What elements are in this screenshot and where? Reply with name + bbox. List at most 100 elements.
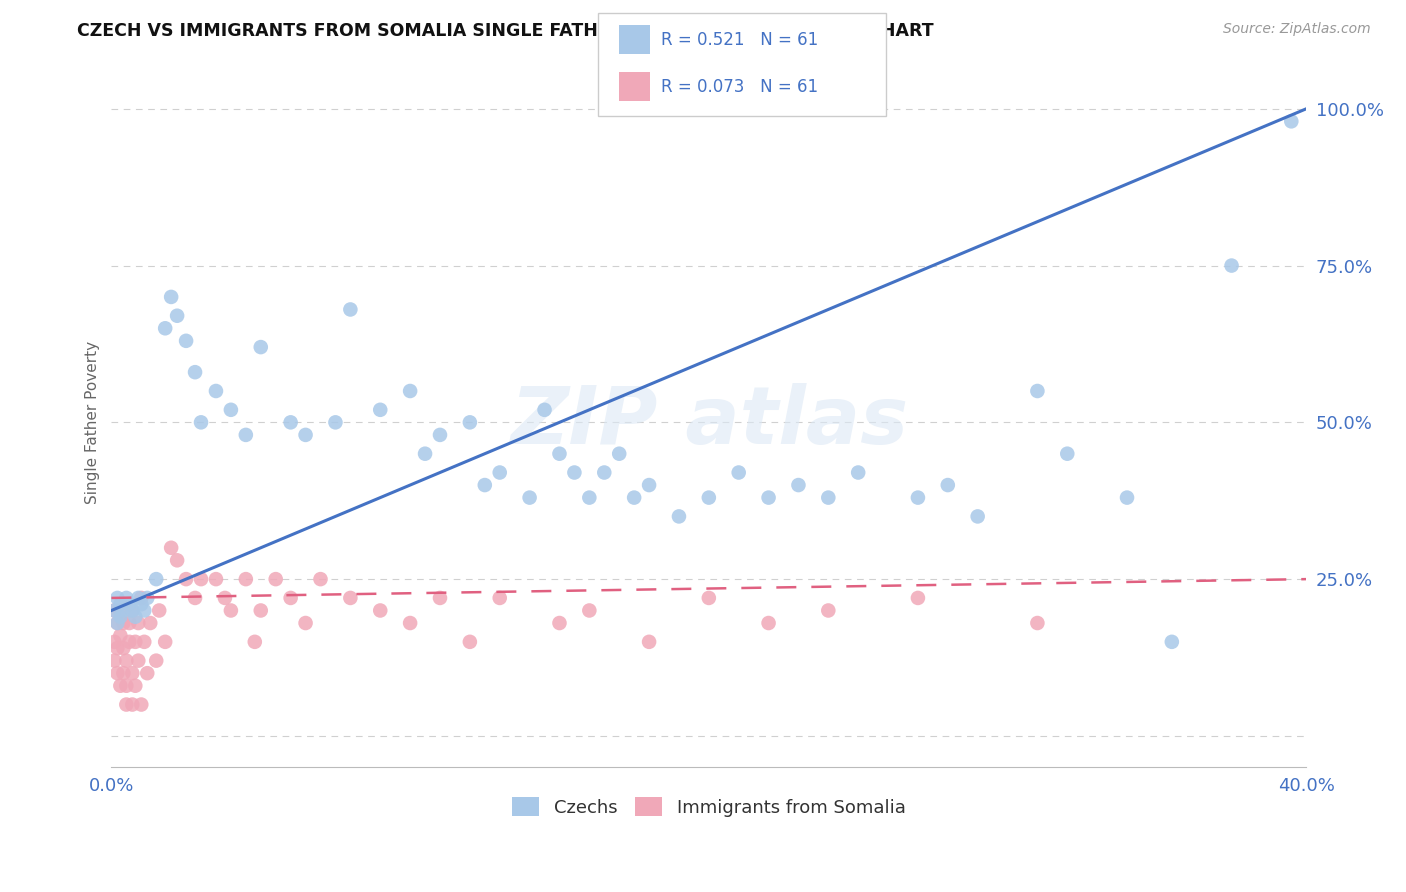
Point [249,340,271,354]
Point [174,334,197,348]
Point [105,641,128,656]
Point [153,635,176,649]
Point [243,635,266,649]
Point [907,491,929,505]
Point [115,698,138,712]
Point [103,603,125,617]
Point [1279,114,1302,128]
Point [399,615,422,630]
Point [127,654,149,668]
Point [817,491,839,505]
Point [966,509,988,524]
Point [668,509,690,524]
Point [697,491,720,505]
Point [488,591,510,605]
Point [129,591,152,605]
Point [564,466,586,480]
Point [121,603,143,617]
Point [638,478,661,492]
Point [129,597,152,611]
Point [325,415,347,429]
Point [280,415,302,429]
Point [112,615,135,630]
Point [294,615,316,630]
Point [368,402,391,417]
Point [429,428,451,442]
Point [429,591,451,605]
Point [205,384,228,398]
Point [190,415,212,429]
Point [121,666,143,681]
Point [190,572,212,586]
Point [139,615,162,630]
Y-axis label: Single Father Poverty: Single Father Poverty [86,341,100,504]
Point [166,309,188,323]
Point [127,591,149,605]
Point [1160,635,1182,649]
Point [548,615,571,630]
Point [124,679,146,693]
Point [578,491,600,505]
Point [727,466,749,480]
Point [112,641,135,656]
Point [174,572,197,586]
Point [160,290,183,304]
Point [339,591,361,605]
Point [153,321,176,335]
Point [103,654,125,668]
Point [166,553,188,567]
Point [593,466,616,480]
Text: Source: ZipAtlas.com: Source: ZipAtlas.com [1223,22,1371,37]
Point [758,615,780,630]
Point [124,609,146,624]
Point [1056,447,1078,461]
Point [205,572,228,586]
Point [136,591,159,605]
Point [264,572,287,586]
Point [488,466,510,480]
Point [110,629,132,643]
Point [103,603,125,617]
Point [623,491,645,505]
Point [519,491,541,505]
Point [339,302,361,317]
Point [115,591,138,605]
Point [309,572,332,586]
Point [280,591,302,605]
Point [758,491,780,505]
Point [124,635,146,649]
Point [697,591,720,605]
Point [148,603,170,617]
Point [105,666,128,681]
Point [214,591,236,605]
Point [817,603,839,617]
Point [235,572,257,586]
Point [235,428,257,442]
Point [249,603,271,617]
Point [134,635,156,649]
Point [458,415,481,429]
Point [368,603,391,617]
Point [121,603,143,617]
Text: R = 0.521   N = 61: R = 0.521 N = 61 [661,30,818,49]
Point [115,679,138,693]
Point [548,447,571,461]
Point [110,597,132,611]
Point [184,365,207,379]
Point [136,666,159,681]
Point [1026,615,1049,630]
Point [105,591,128,605]
Point [105,615,128,630]
Point [110,603,132,617]
Text: R = 0.073   N = 61: R = 0.073 N = 61 [661,78,818,95]
Point [787,478,810,492]
Text: ZIP atlas: ZIP atlas [510,384,908,461]
Point [121,698,143,712]
Point [160,541,183,555]
Point [118,635,141,649]
Point [219,402,242,417]
Point [294,428,316,442]
Point [458,635,481,649]
Point [936,478,959,492]
Legend: Czechs, Immigrants from Somalia: Czechs, Immigrants from Somalia [505,790,912,824]
